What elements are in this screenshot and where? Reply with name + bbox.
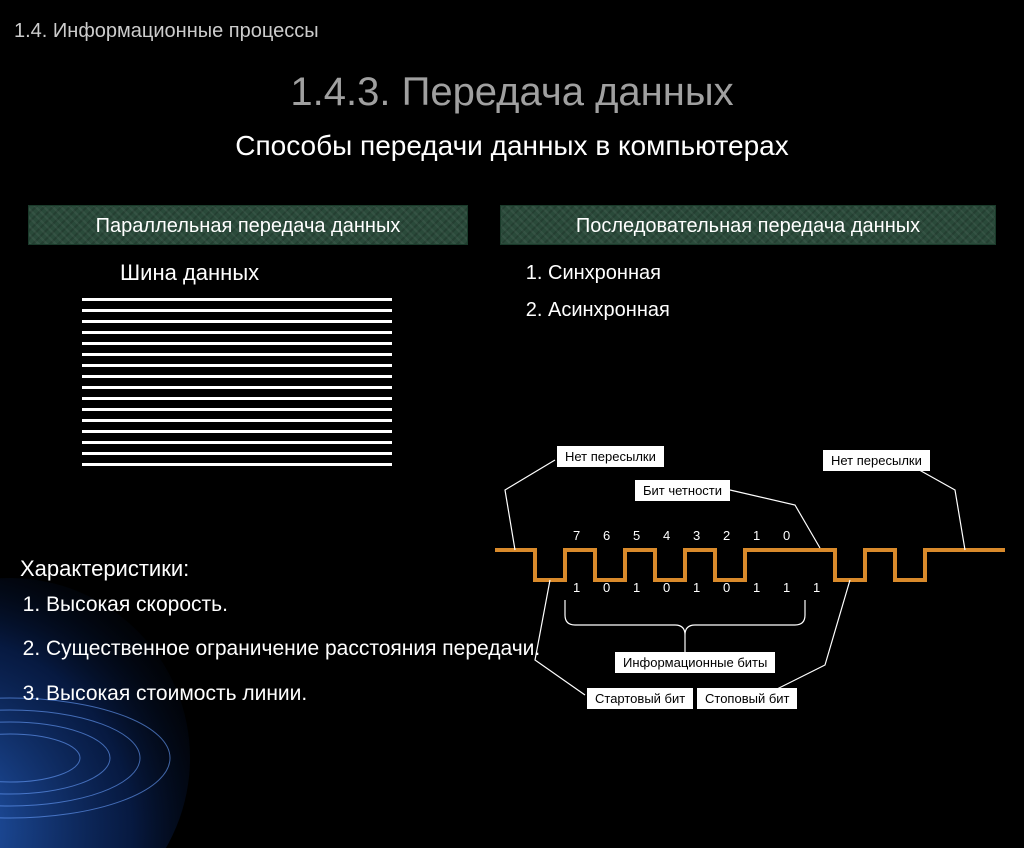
serial-timing-diagram: Нет пересылки Нет пересылки Бит четности… — [495, 430, 1005, 740]
label-start-bit: Стартовый бит — [587, 688, 693, 709]
breadcrumb: 1.4. Информационные процессы — [14, 20, 319, 43]
bit-value: 1 — [813, 580, 820, 595]
bit-index: 0 — [783, 528, 790, 543]
serial-types-list: Синхронная Асинхронная — [520, 262, 670, 336]
label-no-send-left: Нет пересылки — [557, 446, 664, 467]
bit-value: 1 — [693, 580, 700, 595]
right-column-header: Последовательная передача данных — [500, 205, 996, 245]
bit-value: 1 — [573, 580, 580, 595]
bit-index: 4 — [663, 528, 670, 543]
serial-type-item: Асинхронная — [548, 299, 670, 322]
label-no-send-right: Нет пересылки — [823, 450, 930, 471]
bit-value: 1 — [783, 580, 790, 595]
characteristics-list: Высокая скорость. Существенное ограничен… — [46, 592, 540, 725]
bit-value: 0 — [663, 580, 670, 595]
bus-label: Шина данных — [120, 260, 259, 286]
characteristics-title: Характеристики: — [20, 556, 189, 582]
serial-type-item: Синхронная — [548, 262, 670, 285]
label-parity: Бит четности — [635, 480, 730, 501]
page-subtitle: Способы передачи данных в компьютерах — [0, 130, 1024, 162]
characteristic-item: Высокая скорость. — [46, 592, 540, 618]
bit-value: 1 — [633, 580, 640, 595]
bit-index: 3 — [693, 528, 700, 543]
bit-index: 6 — [603, 528, 610, 543]
bit-index: 2 — [723, 528, 730, 543]
bit-value: 1 — [753, 580, 760, 595]
bit-index: 7 — [573, 528, 580, 543]
page-title: 1.4.3. Передача данных — [0, 70, 1024, 115]
bit-index: 5 — [633, 528, 640, 543]
label-info-bits: Информационные биты — [615, 652, 775, 673]
bit-value: 0 — [723, 580, 730, 595]
bit-value: 0 — [603, 580, 610, 595]
parallel-bus-lines — [82, 298, 392, 474]
left-column-header: Параллельная передача данных — [28, 205, 468, 245]
characteristic-item: Существенное ограничение расстояния пере… — [46, 636, 540, 662]
characteristic-item: Высокая стоимость линии. — [46, 681, 540, 707]
label-stop-bit: Стоповый бит — [697, 688, 797, 709]
bit-index: 1 — [753, 528, 760, 543]
